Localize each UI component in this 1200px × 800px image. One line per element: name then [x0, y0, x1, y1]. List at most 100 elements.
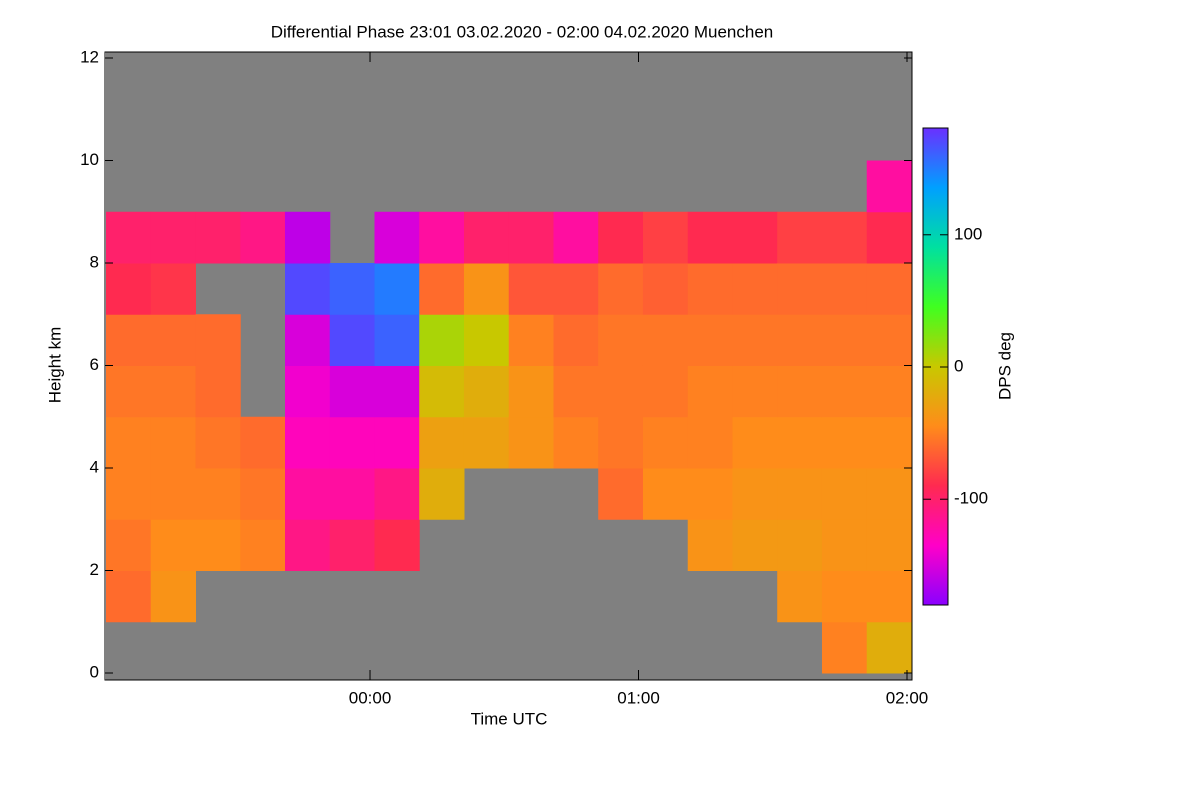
heatmap-cell	[866, 416, 912, 469]
heatmap-cell	[195, 519, 241, 571]
heatmap-cell	[821, 468, 868, 520]
heatmap-cell	[553, 211, 599, 264]
heatmap-cell	[150, 211, 196, 264]
x-tick-label: 02:00	[886, 688, 929, 707]
heatmap-cell	[642, 211, 689, 264]
heatmap-cell	[777, 263, 823, 315]
heatmap-cell	[777, 211, 823, 264]
heatmap-cell	[687, 365, 733, 418]
y-tick-label: 0	[90, 662, 99, 681]
heatmap-cell	[106, 468, 152, 520]
heatmap-cell	[777, 570, 823, 623]
heatmap-cell	[777, 365, 823, 418]
heatmap-cell	[419, 365, 465, 418]
heatmap-cell	[463, 263, 510, 315]
heatmap-cell	[598, 468, 644, 520]
heatmap-cell	[866, 263, 912, 315]
heatmap-cell	[329, 365, 375, 418]
heatmap-cell	[866, 314, 912, 366]
heatmap-cell	[106, 416, 152, 469]
heatmap-cell	[106, 263, 152, 315]
colorbar-tick-label: -100	[954, 489, 988, 508]
heatmap-cell	[508, 416, 554, 469]
heatmap-cell	[284, 365, 331, 418]
heatmap-cell	[687, 519, 733, 571]
y-tick-label: 10	[80, 150, 99, 169]
heatmap-cell	[284, 314, 331, 366]
heatmap-cell	[240, 416, 286, 469]
y-tick-label: 4	[90, 457, 99, 476]
heatmap-cell	[732, 211, 778, 264]
heatmap-cell	[777, 468, 823, 520]
heatmap-cell	[195, 468, 241, 520]
heatmap-cell	[732, 519, 778, 571]
heatmap-cell	[821, 519, 868, 571]
heatmap-cell	[150, 416, 196, 469]
heatmap-cell	[732, 263, 778, 315]
heatmap-cell	[150, 314, 196, 366]
heatmap-cell	[642, 314, 689, 366]
heatmap-cell	[329, 314, 375, 366]
heatmap-cell	[508, 263, 554, 315]
heatmap	[106, 52, 912, 680]
heatmap-cell	[821, 416, 868, 469]
heatmap-cell	[150, 570, 196, 623]
y-tick-label: 8	[90, 252, 99, 271]
heatmap-cell	[642, 365, 689, 418]
heatmap-cell	[195, 211, 241, 264]
heatmap-cell	[866, 621, 912, 674]
heatmap-cell	[866, 519, 912, 571]
heatmap-cell	[821, 263, 868, 315]
y-tick-label: 12	[80, 47, 99, 66]
colorbar-tick-label: 100	[954, 224, 982, 243]
heatmap-cell	[821, 314, 868, 366]
heatmap-cell	[329, 416, 375, 469]
heatmap-cell	[419, 211, 465, 264]
y-axis-label: Height km	[45, 327, 64, 404]
heatmap-cell	[777, 314, 823, 366]
heatmap-cell	[240, 468, 286, 520]
heatmap-cell	[866, 211, 912, 264]
heatmap-cell	[508, 365, 554, 418]
heatmap-cell	[106, 211, 152, 264]
heatmap-cell	[687, 263, 733, 315]
heatmap-cell	[106, 570, 152, 623]
heatmap-cell	[284, 263, 331, 315]
heatmap-cell	[553, 365, 599, 418]
x-axis-label: Time UTC	[471, 709, 548, 728]
heatmap-cell	[553, 314, 599, 366]
heatmap-cell	[821, 570, 868, 623]
heatmap-cell	[329, 263, 375, 315]
heatmap-cell	[374, 314, 420, 366]
heatmap-cell	[374, 365, 420, 418]
colorbar-label: DPS deg	[995, 332, 1014, 400]
heatmap-cell	[866, 468, 912, 520]
heatmap-cell	[195, 314, 241, 366]
x-tick-label: 01:00	[617, 688, 660, 707]
heatmap-cell	[284, 416, 331, 469]
heatmap-cell	[598, 263, 644, 315]
heatmap-cell	[642, 468, 689, 520]
heatmap-cell	[553, 416, 599, 469]
heatmap-cell	[419, 468, 465, 520]
heatmap-cell	[329, 519, 375, 571]
colorbar-tick-label: 0	[954, 356, 963, 375]
heatmap-cell	[150, 468, 196, 520]
heatmap-cell	[240, 519, 286, 571]
heatmap-cell	[866, 570, 912, 623]
heatmap-cell	[732, 314, 778, 366]
heatmap-cell	[687, 211, 733, 264]
heatmap-cell	[508, 211, 554, 264]
heatmap-cell	[463, 314, 510, 366]
heatmap-cell	[687, 314, 733, 366]
heatmap-cell	[642, 263, 689, 315]
heatmap-cell	[553, 263, 599, 315]
heatmap-cell	[374, 211, 420, 264]
heatmap-cell	[150, 365, 196, 418]
heatmap-cell	[463, 211, 510, 264]
heatmap-cell	[106, 365, 152, 418]
heatmap-cell	[821, 621, 868, 674]
x-tick-label: 00:00	[349, 688, 392, 707]
heatmap-cell	[821, 211, 868, 264]
